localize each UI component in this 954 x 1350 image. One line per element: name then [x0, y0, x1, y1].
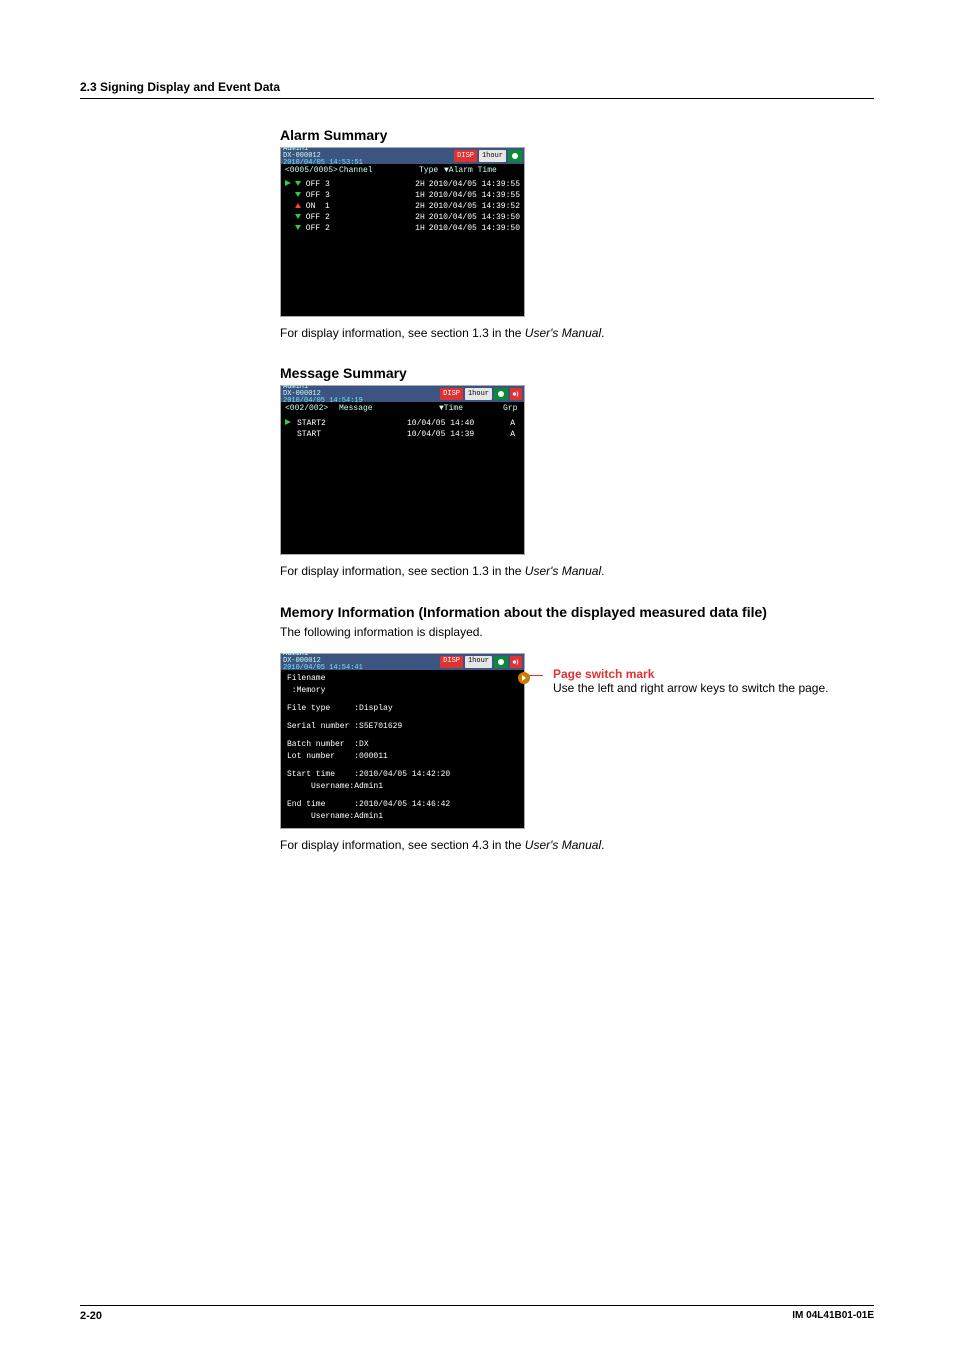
sound-icon	[510, 656, 522, 668]
memory-intro: The following information is displayed.	[280, 624, 840, 641]
alarm-screen: Admin1 DX-000012 2010/04/05 14:53:51 DIS…	[280, 147, 525, 317]
page-footer: 2-20 IM 04L41B01-01E	[80, 1305, 874, 1322]
disp-badge: DISP	[454, 150, 477, 162]
alarm-caption: For display information, see section 1.3…	[280, 325, 840, 342]
message-bar-id: Admin1 DX-000012 2010/04/05 14:54:19	[283, 384, 363, 405]
time-badge: 1hour	[465, 388, 492, 400]
message-body: START210/04/05 14:40ASTART10/04/05 14:39…	[281, 416, 524, 554]
memory-line: Username:Admin1	[287, 782, 518, 794]
message-row: START10/04/05 14:39A	[285, 429, 520, 440]
message-row: START210/04/05 14:40A	[285, 418, 520, 429]
doc-number: IM 04L41B01-01E	[792, 1310, 874, 1322]
message-caption: For display information, see section 1.3…	[280, 563, 840, 580]
sound-icon	[510, 388, 522, 400]
rec-icon	[494, 388, 508, 400]
section-header: 2.3 Signing Display and Event Data	[80, 80, 874, 99]
memory-bar-id: Admin1 DX-000012 2010/04/05 14:54:41	[283, 651, 363, 672]
alarm-row: OFF32H2010/04/05 14:39:55	[285, 180, 520, 191]
alarm-row: OFF31H2010/04/05 14:39:55	[285, 191, 520, 202]
memory-line: Filename	[287, 674, 518, 686]
disp-badge: DISP	[440, 388, 463, 400]
alarm-row: OFF21H2010/04/05 14:39:50	[285, 224, 520, 235]
page-switch-mark-icon	[518, 672, 530, 684]
message-bar: Admin1 DX-000012 2010/04/05 14:54:19 DIS…	[281, 386, 524, 402]
alarm-header-row: <0005/0005> Channel Type ▼Alarm Time	[281, 164, 524, 178]
message-screen: Admin1 DX-000012 2010/04/05 14:54:19 DIS…	[280, 385, 525, 555]
message-header-row: <002/002> Message ▼Time Grp	[281, 402, 524, 416]
memory-title: Memory Information (Information about th…	[280, 604, 840, 620]
memory-line: :Memory	[287, 686, 518, 698]
memory-line: End time :2010/04/05 14:46:42	[287, 800, 518, 812]
memory-bar: Admin1 DX-000012 2010/04/05 14:54:41 DIS…	[281, 654, 524, 670]
memory-line: Start time :2010/04/05 14:42:20	[287, 770, 518, 782]
memory-line: File type :Display	[287, 704, 518, 716]
message-title: Message Summary	[280, 365, 840, 381]
alarm-title: Alarm Summary	[280, 127, 840, 143]
page-number: 2-20	[80, 1310, 102, 1322]
memory-screen: Admin1 DX-000012 2010/04/05 14:54:41 DIS…	[280, 653, 525, 829]
memory-line: Batch number :DX	[287, 740, 518, 752]
page-switch-annotation: Page switch mark Use the left and right …	[553, 667, 828, 695]
disp-badge: DISP	[440, 656, 463, 668]
memory-line: Username:Admin1	[287, 812, 518, 824]
memory-body: Filename :Memory File type :Display Serial…	[281, 670, 524, 828]
memory-caption: For display information, see section 4.3…	[280, 837, 840, 854]
memory-line: Lot number :000011	[287, 752, 518, 764]
rec-icon	[508, 150, 522, 162]
time-badge: 1hour	[479, 150, 506, 162]
time-badge: 1hour	[465, 656, 492, 668]
alarm-body: OFF32H2010/04/05 14:39:55 OFF31H2010/04/…	[281, 178, 524, 316]
alarm-row: ON12H2010/04/05 14:39:52	[285, 202, 520, 213]
alarm-row: OFF22H2010/04/05 14:39:50	[285, 213, 520, 224]
memory-line: Serial number :S5E701629	[287, 722, 518, 734]
alarm-bar-id: Admin1 DX-000012 2010/04/05 14:53:51	[283, 146, 363, 167]
rec-icon	[494, 656, 508, 668]
alarm-bar: Admin1 DX-000012 2010/04/05 14:53:51 DIS…	[281, 148, 524, 164]
